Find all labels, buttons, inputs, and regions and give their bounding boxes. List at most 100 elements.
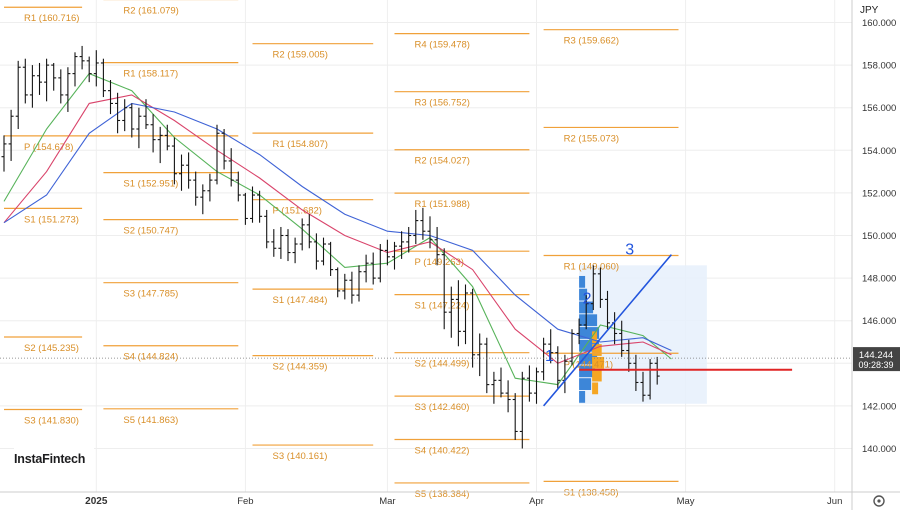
- y-tick-label: 150.000: [862, 231, 896, 242]
- ohlc-bar: [370, 252, 376, 285]
- profile-blue-row: [579, 352, 598, 365]
- ohlc-bar: [392, 241, 397, 270]
- pivot-label: S1 (151.273): [24, 214, 79, 225]
- ohlc-bar: [321, 237, 326, 266]
- price-badge: [853, 347, 900, 372]
- ohlc-bar: [72, 52, 78, 87]
- ohlc-bar: [299, 218, 305, 251]
- ohlc-bar: [363, 254, 369, 283]
- ohlc-bar: [441, 248, 447, 330]
- pivot-label: P (149.263): [415, 257, 464, 268]
- ohlc-bar: [569, 329, 575, 366]
- ohlc-bar: [100, 58, 106, 98]
- ohlc-bar: [1, 135, 7, 172]
- ohlc-bar: [186, 152, 192, 189]
- profile-blue-row: [579, 314, 598, 327]
- currency-label: JPY: [860, 5, 879, 16]
- pivot-label: S1 (147.484): [273, 295, 328, 306]
- ohlc-bar: [129, 103, 135, 138]
- pivot-label: S5 (138.384): [415, 489, 470, 500]
- ohlc-bar: [597, 267, 603, 308]
- ohlc-bar: [448, 286, 454, 338]
- ohlc-bar: [505, 380, 511, 413]
- profile-orange-row: [592, 369, 602, 382]
- ohlc-bar: [278, 226, 284, 259]
- ohlc-bar: [15, 60, 21, 129]
- pivot-label: S1 (152.951): [123, 179, 178, 190]
- ohlc-bar: [427, 216, 433, 249]
- y-axis-panel: [852, 0, 900, 510]
- pivot-label: S1 (147.224): [415, 301, 470, 312]
- ohlc-bar: [171, 137, 177, 185]
- ohlc-bar: [108, 80, 113, 115]
- y-tick-label: 152.000: [862, 188, 896, 199]
- ohlc-bar: [264, 209, 270, 249]
- pivot-label: R2 (159.005): [273, 50, 328, 61]
- ohlc-bar: [512, 393, 518, 440]
- ohlc-bar: [548, 329, 554, 364]
- profile-orange-row: [592, 344, 602, 356]
- ohlc-bar: [377, 244, 383, 283]
- ohlc-bar: [29, 65, 35, 108]
- pivot-label: R1 (151.988): [415, 199, 470, 210]
- pivot-levels: R1 (160.716) R2 (161.079) R1 (158.117) P (1…: [4, 0, 679, 500]
- ohlc-bar: [534, 367, 539, 404]
- pivot-label: S4 (140.422): [415, 446, 470, 457]
- pivot-label: R1 (158.117): [123, 69, 178, 80]
- ohlc-bar: [136, 107, 142, 149]
- ohlc-bar: [228, 148, 234, 187]
- pivot-label: R3 (159.662): [564, 36, 619, 47]
- pivot-label: R2 (154.027): [415, 156, 470, 167]
- ohlc-bar: [413, 209, 419, 245]
- ohlc-bar: [349, 271, 355, 304]
- ohlc-bar: [647, 359, 653, 400]
- ohlc-bar: [179, 154, 184, 191]
- pivot-label: P (151.682): [273, 206, 322, 217]
- gear-icon: [873, 495, 885, 507]
- moving-averages: [3, 72, 672, 386]
- ohlc-bar: [313, 233, 319, 270]
- ohlc-bar: [484, 337, 490, 394]
- pivot-label: S2 (144.359): [273, 362, 328, 373]
- ohlc-bar: [157, 126, 163, 164]
- ohlc-bar: [8, 109, 14, 161]
- ohlc-bar: [519, 371, 525, 449]
- pivot-label: R4 (159.478): [415, 40, 470, 51]
- ohlc-bar: [328, 241, 334, 276]
- pivot-label: S5 (141.863): [123, 415, 178, 426]
- ohlc-bar: [37, 62, 42, 95]
- ohlc-bar: [619, 320, 625, 357]
- ohlc-bar: [285, 229, 291, 262]
- profile-blue-row: [579, 275, 586, 288]
- wave-label: 1: [545, 348, 554, 365]
- y-tick-label: 148.000: [862, 274, 896, 285]
- profile-orange-row: [592, 331, 597, 344]
- ohlc-bar: [271, 229, 277, 257]
- pivot-label: S1 (138.458): [564, 487, 619, 498]
- ohlc-bar: [65, 67, 71, 112]
- x-tick-label: Feb: [237, 496, 253, 507]
- price-badge-value: 144.244: [859, 350, 893, 361]
- pivot-label: S3 (141.830): [24, 416, 79, 427]
- pivot-label: S2 (150.747): [123, 226, 178, 237]
- ohlc-bar: [335, 267, 341, 298]
- pivot-label: S3 (142.460): [415, 402, 470, 413]
- ohlc-bar: [626, 339, 632, 372]
- y-tick-label: 158.000: [862, 61, 896, 72]
- pivot-label: R1 (160.716): [24, 13, 79, 24]
- pivot-label: R1 (149.060): [564, 262, 619, 273]
- profile-blue-row: [579, 365, 596, 378]
- ohlc-bar: [399, 231, 405, 259]
- profile-orange-row: [592, 382, 599, 395]
- trend-channel-line: [542, 254, 673, 407]
- profile-blue-row: [579, 288, 588, 301]
- ohlc-bar: [342, 273, 348, 300]
- ohlc-bar: [150, 114, 156, 153]
- ohlc-bar: [200, 184, 206, 215]
- ohlc-bars: [1, 45, 660, 449]
- ohlc-bar: [257, 190, 263, 223]
- x-tick-label: 2025: [85, 496, 108, 507]
- ohlc-bar: [576, 318, 582, 345]
